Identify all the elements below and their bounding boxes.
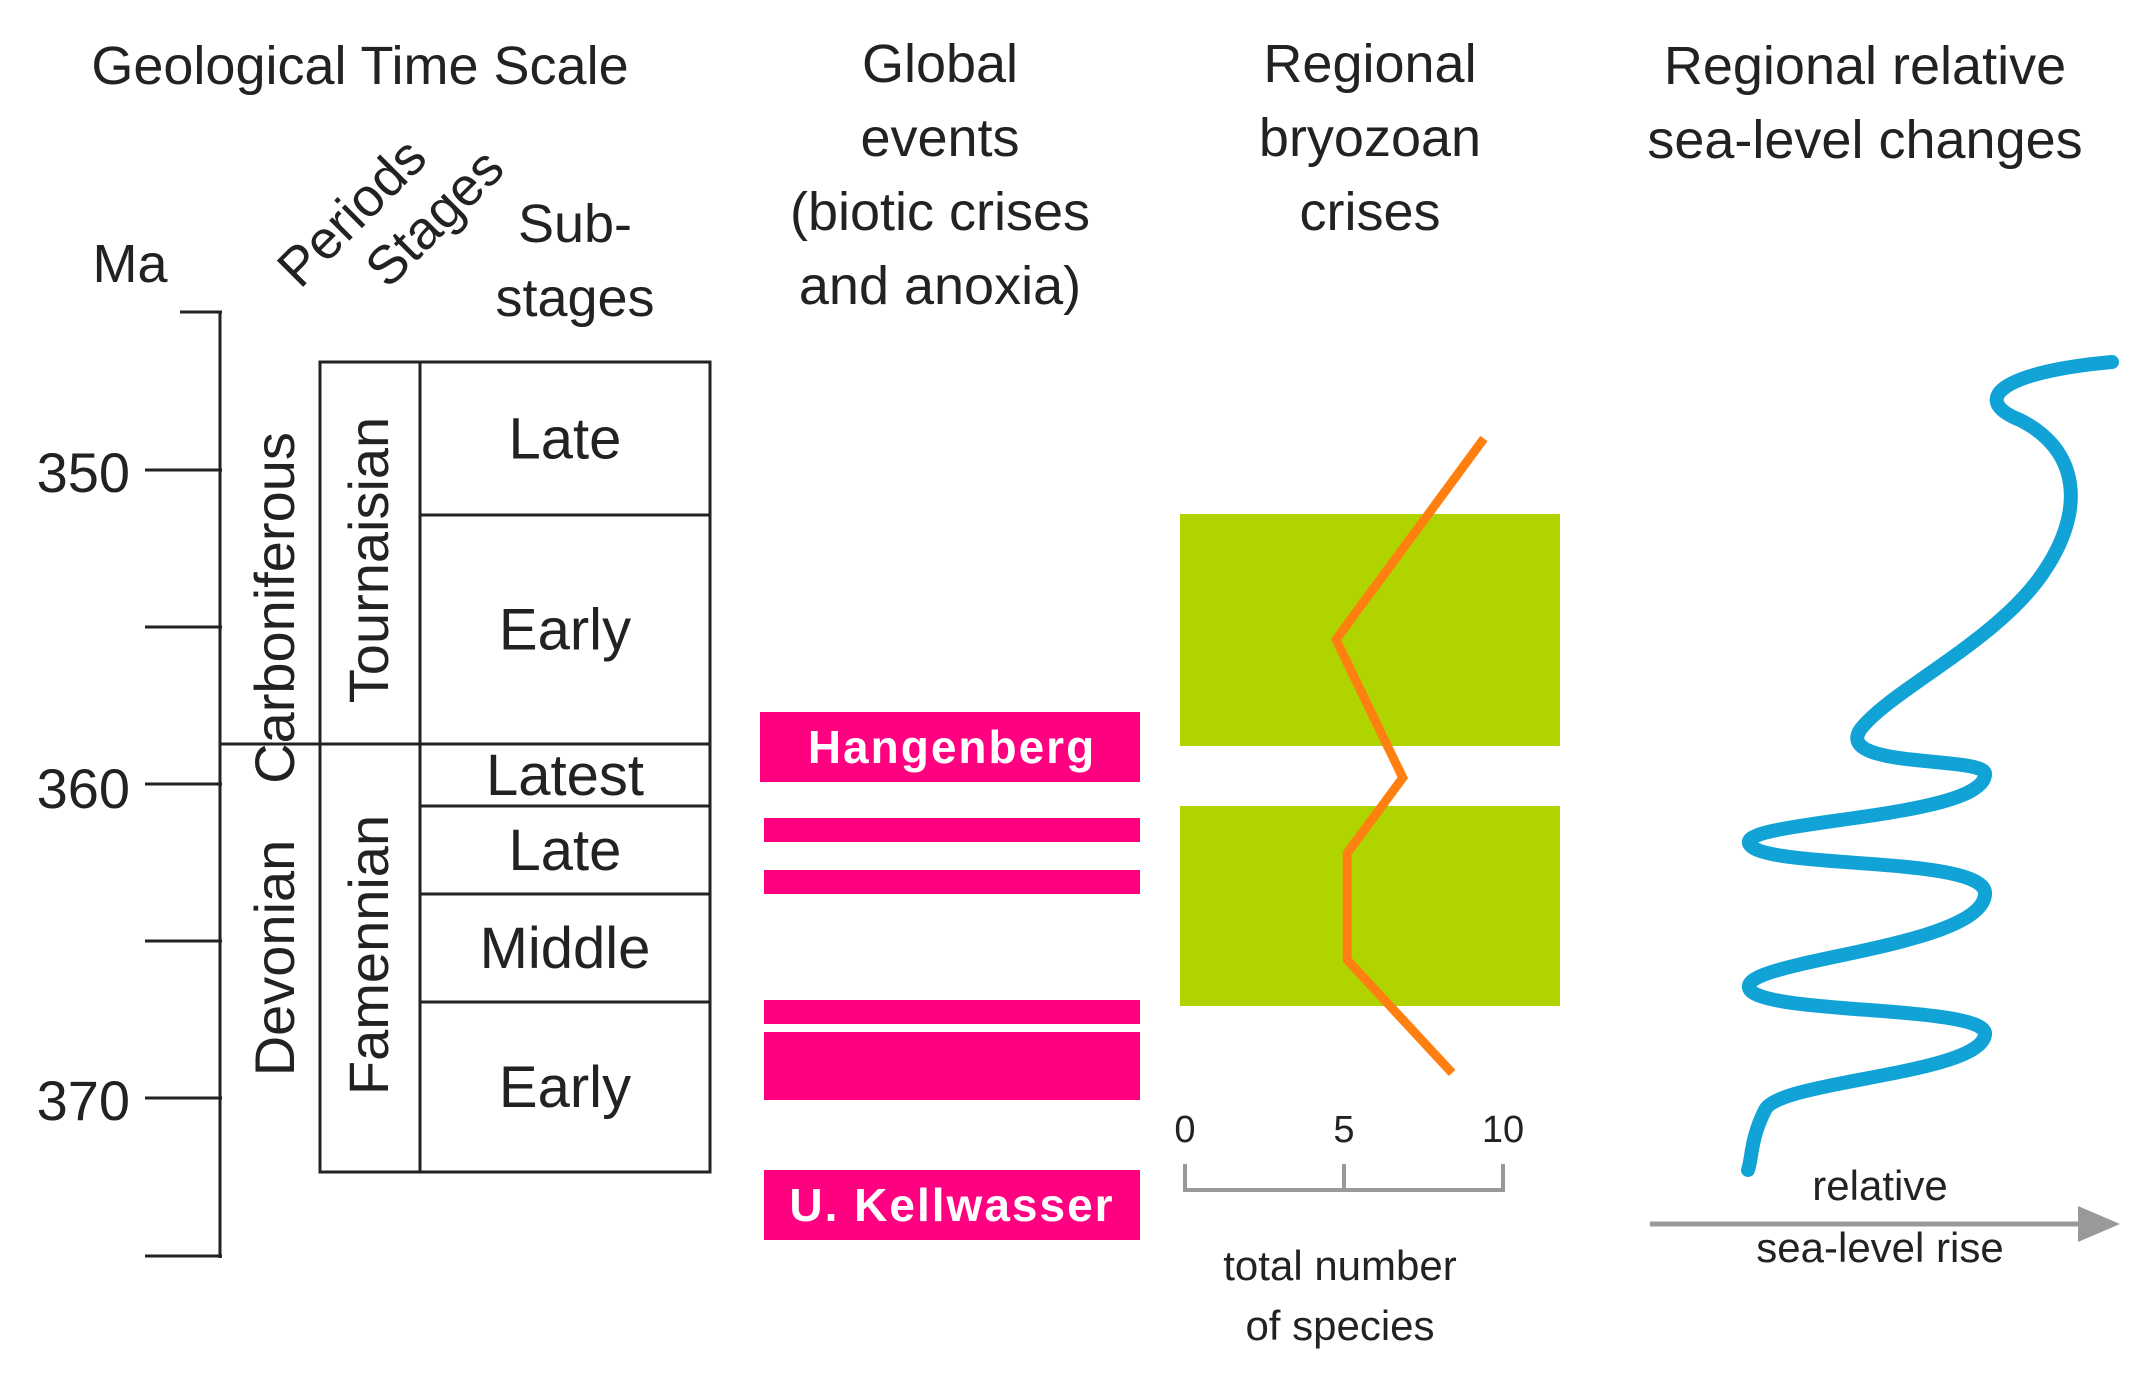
- species-axis-title-line-1: total number: [1223, 1242, 1456, 1289]
- event-bar: [764, 1170, 1140, 1240]
- stage-label: Tournaisian: [337, 417, 400, 703]
- period-label: Devonian: [243, 840, 306, 1077]
- stage-label: Famennian: [337, 815, 400, 1095]
- event-label: U. Kellwasser: [789, 1179, 1114, 1231]
- ma-tick-label: 360: [37, 757, 130, 820]
- ma-axis: 350 360 370: [37, 310, 222, 1258]
- period-label: Carboniferous: [243, 432, 306, 784]
- substage-label: Latest: [486, 743, 644, 808]
- global-events-column: Hangenberg U. Kellwasser: [760, 712, 1140, 1240]
- sea-level-arrow-head: [2078, 1206, 2120, 1242]
- event-bar: [764, 870, 1140, 894]
- species-axis-tick-label: 5: [1333, 1109, 1354, 1151]
- sea-level-panel: relative sea-level rise: [1650, 355, 2120, 1271]
- header-bryozoan-line-2: bryozoan: [1259, 108, 1481, 168]
- substage-label: Early: [499, 1055, 631, 1120]
- event-bar: [764, 1000, 1140, 1024]
- stages-column: Tournaisian Famennian: [318, 360, 422, 1174]
- substage-cell: [418, 1000, 712, 1174]
- species-axis: total number of species 0 5 10: [1174, 1109, 1524, 1349]
- event-label: Hangenberg: [808, 721, 1096, 773]
- substages-header-line-2: stages: [495, 268, 654, 328]
- sea-level-axis-label-line-2: sea-level rise: [1756, 1224, 2003, 1271]
- header-bryozoan-line-3: crises: [1299, 182, 1440, 242]
- substage-label: Late: [509, 407, 622, 472]
- sea-level-curve: [1741, 355, 2119, 1177]
- bryozoan-crises-panel: [1180, 435, 1560, 1076]
- sea-level-axis-label-line-1: relative: [1812, 1162, 1947, 1209]
- species-axis-tick-label: 10: [1482, 1109, 1524, 1151]
- header-global-events-line-3: (biotic crises: [790, 182, 1090, 242]
- substages-header-line-1: Sub-: [518, 194, 632, 254]
- substages-column: Late Early Latest Late Middle Early: [418, 360, 712, 1174]
- header-global-events-line-1: Global: [862, 34, 1018, 94]
- header-sea-level-line-2: sea-level changes: [1647, 110, 2082, 170]
- header-time-scale-text: Geological Time Scale: [91, 36, 628, 96]
- header-global-events-line-4: and anoxia): [799, 256, 1081, 316]
- header-global-events: Global events (biotic crises and anoxia): [790, 34, 1090, 316]
- ma-header: Ma: [92, 234, 168, 294]
- ma-tick-label: 370: [37, 1069, 130, 1132]
- periods-column: Carboniferous Devonian: [220, 432, 320, 1076]
- species-axis-tick-label: 0: [1174, 1109, 1195, 1151]
- event-bar: [760, 712, 1140, 782]
- header-bryozoan: Regional bryozoan crises: [1259, 34, 1481, 242]
- substage-label: Early: [499, 598, 631, 663]
- header-time-scale: Geological Time Scale: [91, 36, 628, 96]
- header-sea-level: Regional relative sea-level changes: [1647, 36, 2082, 170]
- ma-tick-label: 350: [37, 441, 130, 504]
- species-axis-title-line-2: of species: [1245, 1302, 1434, 1349]
- species-count-line: [1330, 435, 1488, 1076]
- crisis-interval-lower: [1180, 806, 1560, 1006]
- substage-label: Late: [509, 818, 622, 883]
- event-bar: [764, 1032, 1140, 1100]
- header-sea-level-line-1: Regional relative: [1664, 36, 2066, 96]
- substage-label: Middle: [480, 916, 651, 981]
- header-bryozoan-line-1: Regional: [1263, 34, 1476, 94]
- event-bar: [764, 818, 1140, 842]
- header-global-events-line-2: events: [860, 108, 1019, 168]
